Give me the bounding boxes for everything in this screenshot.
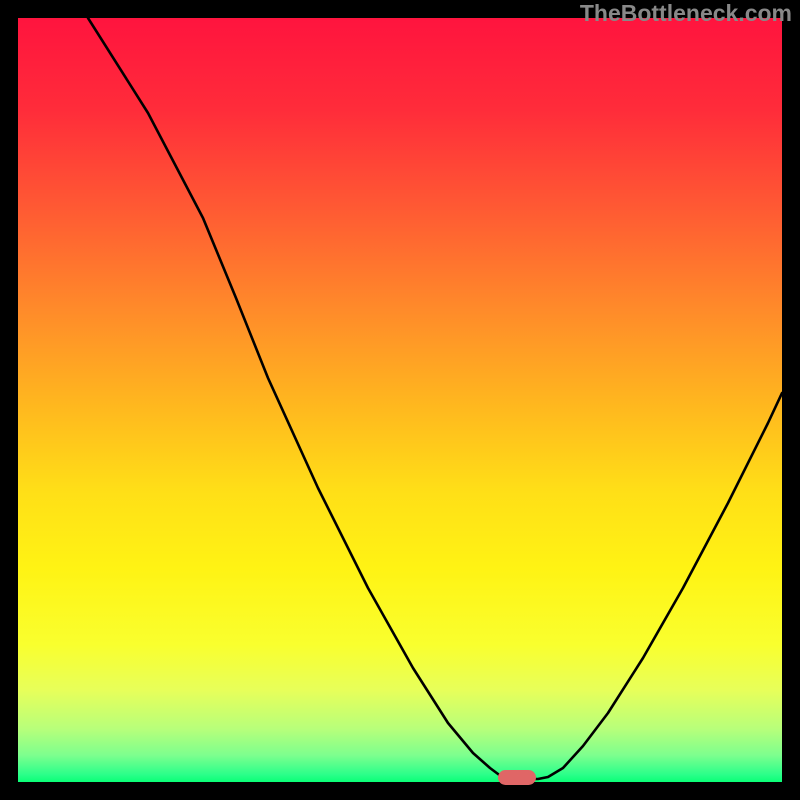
chart-container: TheBottleneck.com [0,0,800,800]
optimal-marker [498,770,536,785]
plot-background [18,18,782,782]
plot-svg [18,18,782,782]
watermark-text: TheBottleneck.com [580,0,792,27]
plot-area [18,18,782,782]
